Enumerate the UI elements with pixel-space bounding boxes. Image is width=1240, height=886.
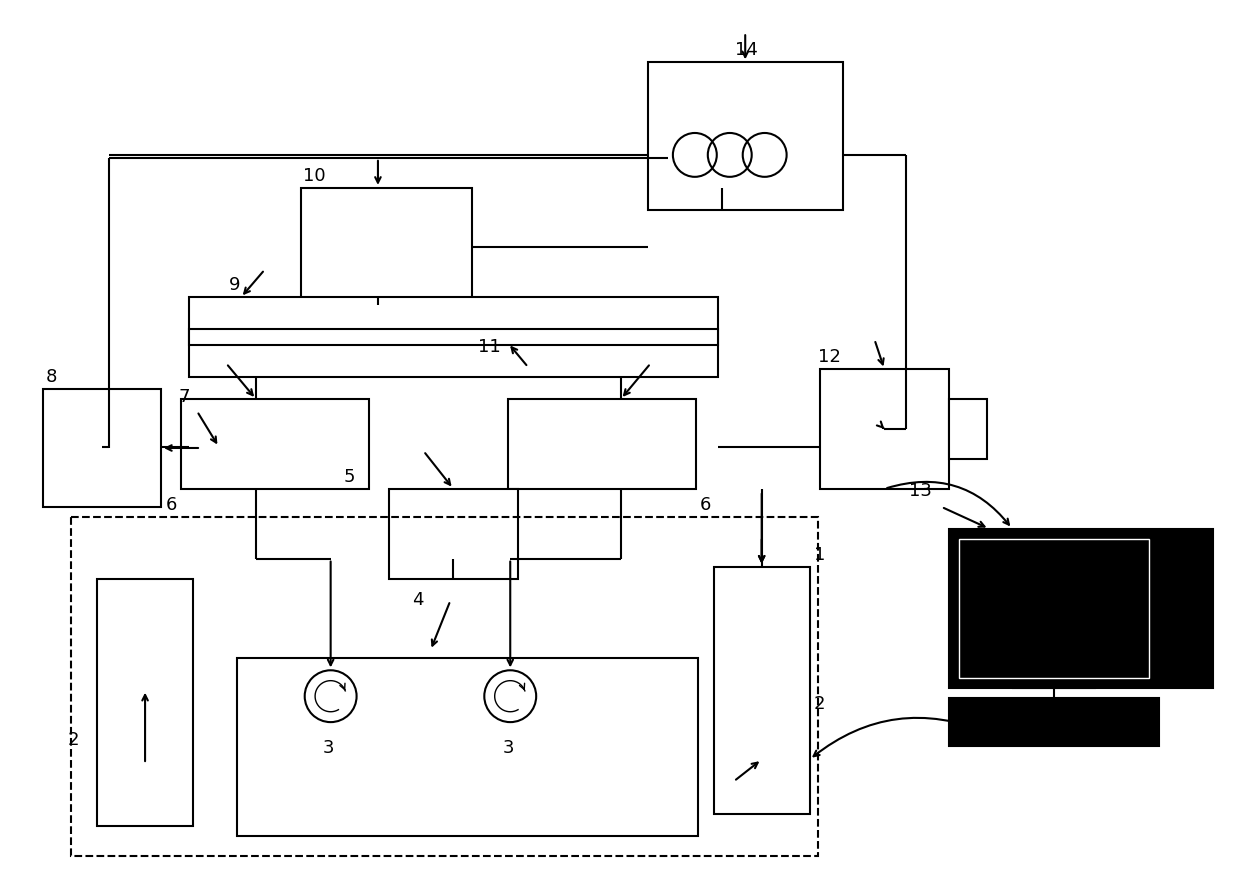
FancyBboxPatch shape [950,698,1159,746]
Text: 1: 1 [813,545,825,563]
Text: 6: 6 [166,495,177,513]
Text: 3: 3 [322,738,334,757]
Text: 2: 2 [813,694,825,711]
Text: 11: 11 [479,338,501,356]
Text: 10: 10 [303,167,325,184]
Text: 8: 8 [46,368,57,385]
FancyBboxPatch shape [237,658,698,835]
Text: 5: 5 [343,467,355,486]
Text: 2: 2 [67,730,79,749]
FancyBboxPatch shape [188,330,718,346]
Text: 12: 12 [817,348,841,366]
FancyBboxPatch shape [97,579,193,826]
Text: 13: 13 [909,481,932,499]
Text: 7: 7 [179,388,191,406]
Text: 6: 6 [699,495,712,513]
FancyBboxPatch shape [388,489,518,579]
FancyBboxPatch shape [1161,529,1213,688]
FancyBboxPatch shape [950,529,1159,688]
FancyBboxPatch shape [301,189,472,306]
Text: 9: 9 [229,276,241,294]
FancyBboxPatch shape [820,369,950,489]
Text: 14: 14 [735,41,758,59]
Text: 4: 4 [412,591,424,609]
FancyBboxPatch shape [188,298,718,377]
FancyBboxPatch shape [950,400,987,460]
FancyBboxPatch shape [181,400,368,489]
FancyBboxPatch shape [714,567,810,814]
FancyBboxPatch shape [43,390,161,507]
FancyBboxPatch shape [960,539,1148,679]
Text: 3: 3 [502,738,513,757]
FancyBboxPatch shape [508,400,696,489]
FancyBboxPatch shape [649,63,842,211]
